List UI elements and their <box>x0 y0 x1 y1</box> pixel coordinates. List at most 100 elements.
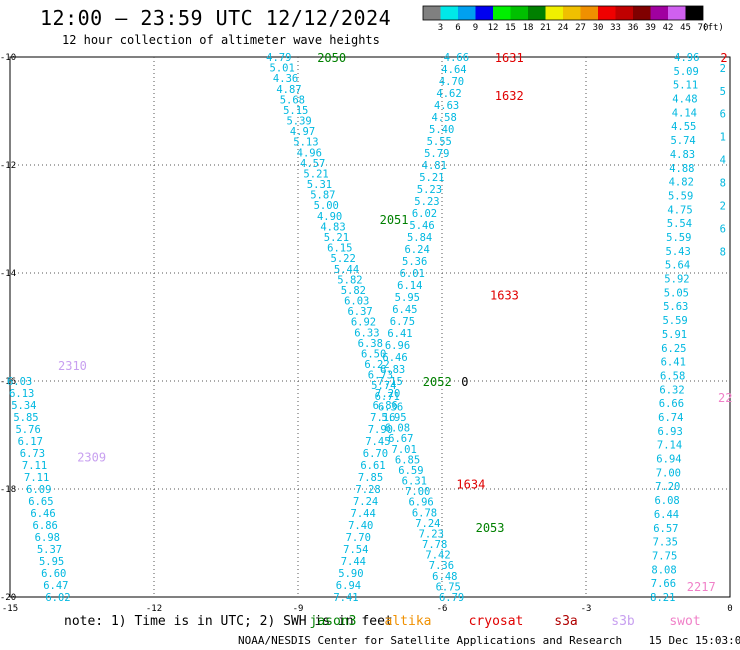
legend-label: 39 <box>645 23 656 33</box>
credit-text: NOAA/NESDIS Center for Satellite Applica… <box>238 634 623 647</box>
wave-height-point: 6.65 <box>28 496 53 508</box>
wave-height-point: 7.00 <box>405 486 430 498</box>
satellite-legend-jason3: jason3 <box>310 614 357 629</box>
satellite-legend-altika: altika <box>385 614 432 629</box>
wave-height-point: 7.16 <box>370 412 395 424</box>
pass-number-label: 2217 <box>687 580 716 594</box>
wave-height-point: 4.14 <box>672 107 697 119</box>
wave-height-point: 7.42 <box>425 550 450 562</box>
wave-height-point: 5.59 <box>666 232 691 244</box>
legend-swatch <box>580 6 598 20</box>
wave-height-point: 6.41 <box>661 357 686 369</box>
wave-height-point: 6.85 <box>395 454 420 466</box>
x-tick-labels: -15 -12 -9 -6 -3 0 <box>2 604 733 614</box>
x-tick-label: -15 <box>2 604 18 614</box>
wave-height-point: 6.70 <box>363 448 388 460</box>
y-tick-labels: -10 -12 -14 -16 -18 -20 <box>0 53 16 603</box>
wave-height-point: 6.86 <box>33 520 58 532</box>
wave-height-point: 6.15 <box>327 243 352 255</box>
wave-height-point: 5.46 <box>409 220 434 232</box>
satellite-legend-swot: swot <box>669 614 700 629</box>
wave-height-point: 4.55 <box>671 121 696 133</box>
wave-height-point: 7.11 <box>22 460 47 472</box>
legend-border <box>422 5 704 21</box>
wave-height-point: 6 <box>720 109 726 121</box>
wave-height-point: 7.35 <box>653 537 678 549</box>
wave-height-point: 6.24 <box>404 244 429 256</box>
wave-height-point: 6.94 <box>656 454 681 466</box>
pass-number-label: 22 <box>718 391 732 405</box>
y-tick-label: -20 <box>0 593 16 603</box>
satellite-legend-s3b: s3b <box>611 614 635 629</box>
wave-height-point: 6.01 <box>400 268 425 280</box>
wave-height-point: 6.58 <box>660 370 685 382</box>
wave-height-point: 4.83 <box>320 221 345 233</box>
wave-height-point: 4.63 <box>434 100 459 112</box>
pass-number-label: 2052 <box>423 375 452 389</box>
chart-subtitle: 12 hour collection of altimeter wave hei… <box>62 33 380 47</box>
pass-number-label: 0 <box>461 375 468 389</box>
wave-height-point: 6.59 <box>398 465 423 477</box>
wave-height-point: 7.78 <box>422 539 447 551</box>
legend-swatch <box>458 6 476 20</box>
pass-number-label: 2310 <box>58 359 87 373</box>
pass-number-label: 2 <box>720 51 727 65</box>
wave-height-point: 7.28 <box>355 484 380 496</box>
legend-label: 70 <box>698 23 709 33</box>
wave-height-point: 7.90 <box>368 424 393 436</box>
wave-height-point: 4.48 <box>672 94 697 106</box>
wave-height-point: 6.31 <box>402 476 427 488</box>
legend-label: 42 <box>663 23 674 33</box>
wave-height-point: 4.66 <box>444 52 469 64</box>
legend-label: 9 <box>473 23 478 33</box>
footer-note: note: 1) Time is in UTC; 2) SWH is in fe… <box>64 614 701 629</box>
wave-height-point: 7.11 <box>24 472 49 484</box>
wave-height-point: 6.93 <box>658 426 683 438</box>
wave-height-point: 6.96 <box>408 497 433 509</box>
wave-height-point: 5.79 <box>424 148 449 160</box>
wave-height-point: 7.45 <box>365 436 390 448</box>
wave-height-point: 6.36 <box>378 401 403 413</box>
x-tick-label: -12 <box>146 604 162 614</box>
wave-height-point: 4.81 <box>422 160 447 172</box>
wave-height-point: 6.66 <box>659 398 684 410</box>
legend-label: 6 <box>455 23 460 33</box>
x-tick-label: 0 <box>727 604 732 614</box>
legend-label: 21 <box>540 23 551 33</box>
y-tick-label: -16 <box>0 377 16 387</box>
wave-height-point: 5.22 <box>331 253 356 265</box>
wave-height-point: 4.36 <box>273 73 298 85</box>
wave-height-point: 5.44 <box>334 264 359 276</box>
wave-height-point: 7.54 <box>343 544 368 556</box>
wave-height-point: 5.82 <box>337 274 362 286</box>
legend-swatch <box>545 6 563 20</box>
wave-height-point: 4.79 <box>266 52 291 64</box>
legend-label: 3 <box>438 23 443 33</box>
wave-height-point: 7.36 <box>429 560 454 572</box>
wave-height-point: 7.23 <box>419 528 444 540</box>
legend-label: 36 <box>628 23 639 33</box>
wave-height-point: 6.96 <box>385 340 410 352</box>
wave-height-point: 6.46 <box>382 352 407 364</box>
wave-height-point: 4.58 <box>431 112 456 124</box>
wave-height-point: 5.74 <box>371 380 396 392</box>
wave-height-point: 5.95 <box>39 556 64 568</box>
wave-height-point: 6.08 <box>385 423 410 435</box>
wave-height-point: 6.78 <box>412 507 437 519</box>
wave-height-point: 6.98 <box>35 532 60 544</box>
wave-height-point: 6.71 <box>375 391 400 403</box>
wave-height-point: 6.22 <box>364 359 389 371</box>
wave-height-point: 5.36 <box>402 256 427 268</box>
grid-lines <box>10 57 730 597</box>
wave-height-point: 5.13 <box>293 137 318 149</box>
plot-border <box>9 56 731 598</box>
wave-height-point: 6.09 <box>26 484 51 496</box>
wave-height-point: 6.02 <box>45 592 70 604</box>
wave-height-point: 5.63 <box>663 301 688 313</box>
wave-height-point: 5.85 <box>13 412 38 424</box>
legend-label: 24 <box>558 23 569 33</box>
legend-label: 15 <box>505 23 516 33</box>
legend-label: 33 <box>610 23 621 33</box>
wave-height-point: 5.43 <box>666 246 691 258</box>
wave-height-point: 6.03 <box>7 376 32 388</box>
